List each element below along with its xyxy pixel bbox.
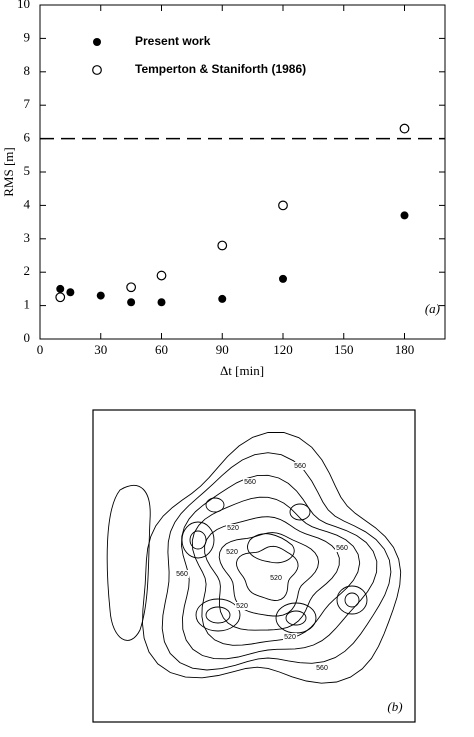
contour-line	[189, 530, 207, 550]
marker	[157, 298, 166, 307]
contour-line	[236, 545, 299, 601]
y-tick-label: 8	[24, 63, 31, 78]
contour-line	[204, 516, 340, 631]
marker	[279, 274, 287, 283]
x-tick-label: 90	[216, 342, 229, 357]
contour-line	[205, 497, 225, 513]
contour-line	[289, 503, 311, 521]
marker	[126, 282, 137, 293]
y-tick-label: 0	[24, 330, 31, 345]
x-tick-label: 180	[395, 342, 415, 357]
marker	[96, 291, 105, 300]
marker	[127, 298, 136, 307]
contour-label-bg	[225, 548, 239, 556]
contour-label-bg	[243, 478, 257, 486]
contour-label: 520	[270, 575, 282, 582]
panel-label: (b)	[387, 699, 402, 714]
contour-line	[247, 533, 295, 564]
marker	[55, 292, 66, 303]
x-tick-label: 120	[273, 342, 293, 357]
contour-line	[191, 496, 361, 646]
contour-label: 520	[236, 603, 248, 610]
contour-label: 560	[336, 545, 348, 552]
marker	[218, 294, 227, 303]
x-tick-label: 0	[37, 342, 44, 357]
contour-label: 560	[176, 571, 188, 578]
marker	[66, 288, 75, 297]
y-tick-label: 4	[24, 196, 31, 211]
x-tick-label: 60	[155, 342, 168, 357]
contour-label-bg	[315, 664, 329, 672]
marker	[156, 270, 167, 281]
contour-label-bg	[226, 524, 240, 532]
contour-label: 560	[244, 479, 256, 486]
panel-label: (a)	[425, 301, 440, 316]
y-tick-label: 1	[24, 297, 31, 312]
contour-label: 560	[294, 463, 306, 470]
contour-line	[205, 606, 231, 624]
contour-line	[344, 592, 360, 608]
y-tick-label: 7	[24, 96, 31, 111]
contour-label: 520	[226, 549, 238, 556]
contour-line	[195, 598, 241, 632]
contour-label-bg	[235, 602, 249, 610]
y-tick-label: 9	[24, 29, 31, 44]
contour-line	[285, 610, 307, 626]
contour-label: 560	[316, 665, 328, 672]
y-tick-label: 5	[24, 163, 31, 178]
contour-frame	[92, 409, 416, 723]
contour-line	[106, 485, 151, 641]
legend-label: Temperton & Staniforth (1986)	[135, 62, 306, 76]
y-tick-label: 10	[17, 0, 30, 11]
contour-line	[142, 431, 402, 684]
y-axis-label: RMS [m]	[1, 147, 16, 196]
contour-label-bg	[335, 544, 349, 552]
marker	[399, 123, 410, 134]
plot-frame	[39, 4, 446, 340]
x-tick-label: 150	[334, 342, 354, 357]
contour-label-bg	[175, 570, 189, 578]
y-tick-label: 3	[24, 230, 31, 245]
contour-line	[161, 452, 392, 671]
legend-marker	[93, 38, 101, 46]
contour-label: 520	[284, 634, 296, 641]
x-axis-label: Δt [min]	[220, 363, 264, 378]
marker	[56, 284, 65, 293]
contour-label-bg	[293, 462, 307, 470]
y-tick-label: 6	[24, 130, 31, 145]
contour-label-bg	[283, 633, 297, 641]
marker	[400, 211, 409, 220]
y-tick-label: 2	[24, 263, 31, 278]
contour-label-bg	[269, 574, 283, 582]
contour-label: 520	[227, 525, 239, 532]
marker	[217, 240, 228, 251]
legend-marker	[92, 65, 102, 75]
contour-line	[336, 585, 368, 615]
x-tick-label: 30	[94, 342, 107, 357]
legend-label: Present work	[135, 34, 211, 48]
marker	[278, 200, 288, 211]
contour-line	[218, 532, 320, 617]
contour-lines	[106, 431, 402, 684]
